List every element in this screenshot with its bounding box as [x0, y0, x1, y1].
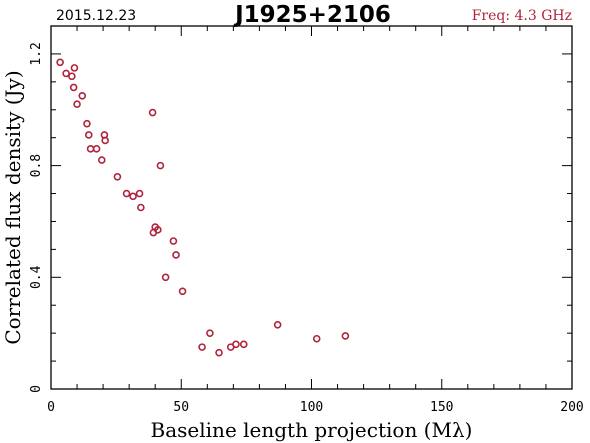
data-point: [83, 119, 91, 128]
data-point: [172, 251, 180, 259]
y-tick-label: 0.4: [29, 265, 44, 289]
chart-title: J1925+2106: [233, 2, 391, 28]
data-point: [161, 273, 170, 282]
data-point: [69, 83, 78, 92]
frequency-label: Freq: 4.3 GHz: [472, 8, 572, 24]
x-axis-label: Baseline length projection (Mλ): [151, 418, 473, 442]
data-point: [68, 72, 76, 81]
data-point: [198, 343, 206, 351]
data-point: [78, 92, 87, 100]
data-point: [56, 58, 64, 67]
data-point: [206, 329, 214, 337]
data-point: [312, 334, 321, 343]
y-axis-label: Correlated flux density (Jy): [1, 70, 25, 344]
data-point: [273, 320, 282, 329]
data-point: [169, 237, 178, 245]
x-tick-label: 150: [430, 400, 453, 415]
data-point: [137, 203, 145, 212]
x-tick-label: 0: [47, 400, 55, 415]
data-point: [154, 226, 162, 234]
data-point: [148, 108, 157, 117]
data-point: [239, 340, 248, 349]
data-point: [92, 145, 101, 153]
axis-tick-labels: 0 50 100 150 200 0 0.4 0.8 1.2: [29, 42, 584, 415]
axis-ticks: [50, 25, 573, 390]
data-point: [73, 100, 81, 108]
x-tick-label: 50: [173, 400, 189, 415]
data-point: [97, 156, 106, 164]
data-point: [113, 172, 122, 181]
data-point: [135, 189, 144, 198]
x-tick-label: 100: [300, 400, 323, 415]
y-tick-label: 1.2: [29, 42, 44, 65]
data-point: [84, 131, 93, 139]
x-tick-label: 200: [560, 400, 583, 415]
y-tick-label: 0.8: [29, 154, 44, 177]
data-point: [70, 64, 79, 72]
observation-date: 2015.12.23: [56, 8, 136, 24]
data-point: [86, 145, 95, 153]
data-points: [56, 58, 350, 357]
data-point: [178, 287, 187, 296]
data-point: [232, 340, 240, 349]
data-point: [101, 136, 109, 145]
y-tick-label: 0: [29, 385, 44, 393]
data-point: [122, 189, 131, 198]
data-point: [215, 348, 223, 357]
data-point: [129, 192, 137, 201]
data-point: [62, 69, 70, 78]
plot-frame: [50, 25, 573, 390]
data-point: [341, 332, 350, 340]
data-point: [156, 161, 165, 170]
